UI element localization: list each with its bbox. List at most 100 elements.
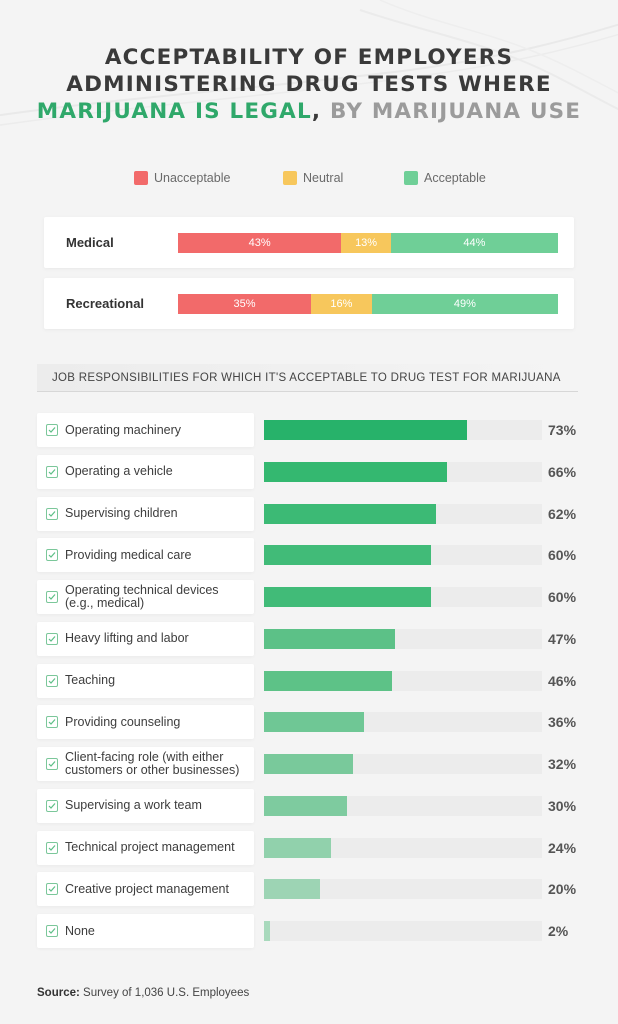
category-label: Client-facing role (with either customers… [65,747,251,781]
value-label-operating-technical-devices-e-g-medical: 60% [548,589,577,605]
bar-row-teaching: Teaching 46% [0,663,618,698]
category-label-line: Client-facing role (with either [65,750,224,764]
bar-operating-technical-devices-e-g-medical [264,587,431,607]
bar-row-operating-technical-devices-e-g-medical: Operating technical devices (e.g., medica… [0,580,618,614]
legend: Unacceptable Neutral Acceptable [0,171,618,187]
bar-row-technical-project-management: Technical project management 24% [0,830,618,865]
category-label: Operating a vehicle [65,455,251,489]
bar-track [264,795,542,816]
category-label: None [65,914,251,948]
value-label-providing-medical-care: 60% [548,547,577,564]
checkbox-icon [46,883,58,896]
stacked-card-recreational: Recreational 35% 16% 49% [44,278,574,329]
legend-label-acceptable: Acceptable [424,171,486,185]
category-label-text: Client-facing role (with either customers… [65,751,239,777]
bar-track [264,628,542,649]
bar-track [264,879,542,900]
chart-title: ACCEPTABILITY OF EMPLOYERS ADMINISTERING… [0,44,618,125]
category-label: Teaching [65,664,251,698]
category-label-text: Supervising children [65,507,178,520]
value-label-teaching: 46% [548,672,577,689]
category-card: Operating a vehicle [37,454,254,489]
section-subheading: JOB RESPONSIBILITIES FOR WHICH IT'S ACCE… [37,364,578,392]
bar-track [264,587,542,607]
stacked-bar-medical: 43% 13% 44% [178,233,558,253]
checkbox-icon [46,549,58,562]
category-label-line: Heavy lifting and labor [65,631,189,646]
value-label-creative-project-management: 20% [548,881,577,898]
checkbox-icon [46,758,58,770]
title-line-3: MARIJUANA IS LEGAL, BY MARIJUANA USE [0,98,618,125]
legend-swatch-unacceptable [134,171,148,185]
category-label-line: Operating technical devices [65,583,219,597]
category-label-line: Operating machinery [65,422,182,437]
bar-row-providing-counseling: Providing counseling 36% [0,705,618,740]
category-card: Client-facing role (with either customers… [37,747,254,781]
bar-client-facing-role-with-either-customers-or-other-businesses [264,754,353,774]
title-line-2: ADMINISTERING DRUG TESTS WHERE [66,72,552,97]
checkbox-icon [46,841,58,854]
category-label: Providing counseling [65,705,251,739]
title-separator: , [311,99,322,124]
category-card: Operating machinery [37,413,254,447]
checkbox-icon [46,507,58,520]
category-label-line: Teaching [65,673,116,687]
checkbox-icon [46,632,58,645]
bar-row-none: None 2% [0,914,618,948]
bar-track [264,712,542,733]
category-label: Supervising a work team [65,789,251,823]
stacked-card-medical: Medical 43% 13% 44% [44,217,574,268]
segment-recreational-unacceptable: 35% [178,294,311,314]
bar-row-operating-machinery: Operating machinery 73% [0,413,618,447]
bar-providing-medical-care [264,545,431,566]
category-label: Technical project management [65,831,251,865]
checkbox-icon [46,674,58,687]
category-label: Supervising children [65,497,251,531]
title-line-1: ACCEPTABILITY OF EMPLOYERS [104,45,514,70]
category-label-line: Supervising a work team [65,798,202,813]
checkbox-icon [46,424,58,436]
category-label: Creative project management [65,872,251,906]
category-label-text: Supervising a work team [65,799,202,812]
bar-track [264,545,542,566]
value-label-operating-a-vehicle: 66% [548,463,577,480]
category-card: Providing medical care [37,538,254,573]
value-label-technical-project-management: 24% [548,839,577,856]
category-label-line: (e.g., medical) [65,596,145,610]
category-label-line: Providing medical care [65,547,192,562]
value-label-operating-machinery: 73% [548,422,577,438]
bar-none [264,921,270,941]
segment-medical-acceptable: 44% [390,233,558,253]
legend-item-neutral: Neutral [283,171,343,185]
legend-swatch-acceptable [404,171,418,185]
bar-row-creative-project-management: Creative project management 20% [0,872,618,907]
segment-medical-neutral: 13% [341,233,391,253]
bar-track [264,461,542,482]
bar-row-supervising-a-work-team: Supervising a work team 30% [0,788,618,823]
category-card: Supervising a work team [37,788,254,823]
bar-providing-counseling [264,712,365,733]
bar-row-client-facing-role-with-either-customers-or-other-businesses: Client-facing role (with either customers… [0,747,618,781]
bar-supervising-children [264,503,437,524]
bar-track [264,503,542,524]
category-label-recreational: Recreational [66,296,145,311]
category-label-text: Technical project management [65,841,235,854]
category-label: Operating technical devices (e.g., medica… [65,580,251,614]
category-label-text: Providing medical care [65,547,192,562]
value-label-providing-counseling: 36% [548,714,577,731]
source-note: Source: Survey of 1,036 U.S. Employees [37,987,249,999]
category-label-line: Creative project management [65,881,229,896]
bar-track [264,754,542,774]
source-label: Source: [37,987,80,999]
bar-row-providing-medical-care: Providing medical care 60% [0,538,618,573]
category-card: Supervising children [37,496,254,531]
bar-operating-a-vehicle [264,461,448,482]
checkbox-icon [46,591,58,603]
checkbox-icon [46,799,58,812]
bar-operating-machinery [264,420,467,440]
category-label-text: Operating a vehicle [65,465,173,478]
category-label-line: Providing counseling [65,714,181,729]
legend-swatch-neutral [283,171,297,185]
bar-heavy-lifting-and-labor [264,628,395,649]
category-label: Providing medical care [65,538,251,572]
